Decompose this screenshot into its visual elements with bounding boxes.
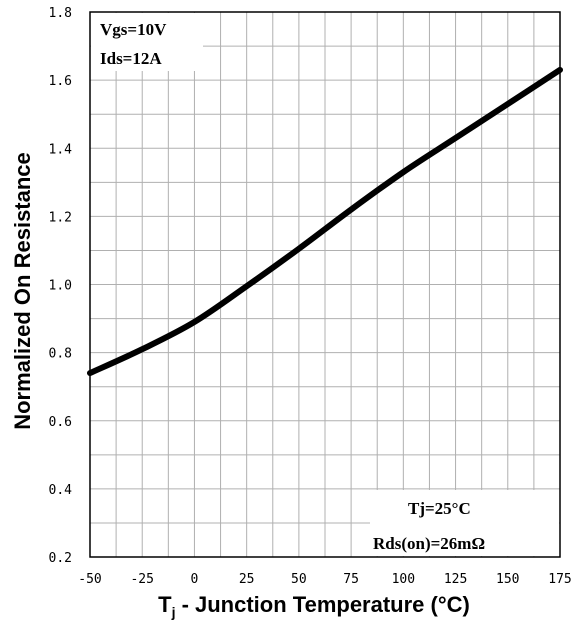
- annotation-box-top-left: [91, 13, 203, 71]
- y-tick-label: 0.6: [49, 415, 72, 430]
- y-tick-label: 0.4: [49, 483, 73, 498]
- x-tick-label: 175: [548, 572, 571, 587]
- x-tick-label: -50: [78, 572, 101, 587]
- grid: [90, 12, 560, 557]
- x-tick-label: -25: [130, 572, 153, 587]
- annotation-vgs: Vgs=10V: [100, 20, 167, 39]
- x-tick-label: 50: [291, 572, 307, 587]
- annotation-tj: Tj=25°C: [408, 499, 471, 518]
- series-line: [87, 66, 563, 377]
- x-axis-title: Tj - Junction Temperature (°C): [158, 592, 470, 620]
- x-axis-title-main: T: [158, 592, 172, 617]
- x-axis-title-subscript: j: [171, 604, 176, 620]
- y-tick-label: 1.6: [49, 74, 72, 89]
- x-tick-label: 100: [392, 572, 415, 587]
- y-tick-label: 0.2: [49, 551, 72, 566]
- y-tick-label: 1.4: [49, 142, 73, 157]
- x-tick-label: 0: [191, 572, 199, 587]
- y-tick-label: 0.8: [49, 347, 72, 362]
- x-tick-labels: -50 -25 0 25 50 75 100 125 150 175: [78, 572, 571, 587]
- x-tick-label: 75: [343, 572, 359, 587]
- x-tick-label: 25: [239, 572, 255, 587]
- y-tick-label: 1.0: [49, 279, 72, 294]
- y-tick-label: 1.8: [49, 6, 72, 21]
- annotation-box-bottom-right: [370, 490, 559, 556]
- x-tick-label: 150: [496, 572, 519, 587]
- y-axis-title: Normalized On Resistance: [10, 152, 35, 430]
- x-tick-label: 125: [444, 572, 467, 587]
- y-tick-labels: 0.2 0.4 0.6 0.8 1.0 1.2 1.4 1.6 1.8: [49, 6, 73, 566]
- annotation-rds: Rds(on)=26mΩ: [373, 534, 485, 553]
- annotation-ids: Ids=12A: [100, 49, 162, 68]
- x-axis-title-rest: - Junction Temperature (°C): [175, 592, 469, 617]
- plot-frame: [89, 11, 561, 558]
- y-tick-label: 1.2: [49, 210, 72, 225]
